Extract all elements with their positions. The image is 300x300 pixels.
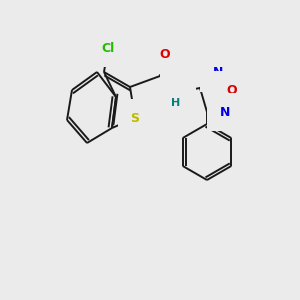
Text: H: H <box>171 98 181 108</box>
Text: Cl: Cl <box>101 41 115 55</box>
Text: O: O <box>160 49 170 62</box>
Text: S: S <box>130 112 140 124</box>
Text: N: N <box>220 106 230 118</box>
Text: N: N <box>213 67 223 80</box>
Text: O: O <box>227 83 237 97</box>
Text: N: N <box>173 85 183 98</box>
